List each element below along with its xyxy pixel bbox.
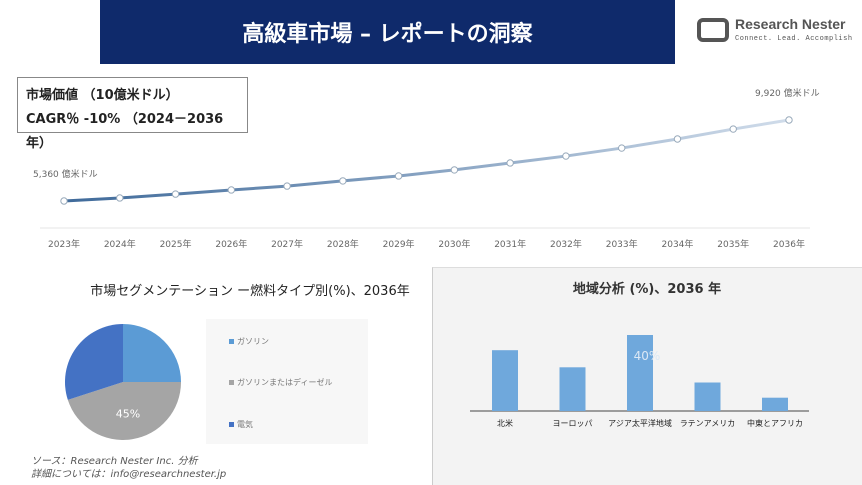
legend-label: 電気 <box>237 420 253 429</box>
x-tick-label: 2025年 <box>160 238 192 250</box>
logo-mark-icon <box>697 18 729 42</box>
x-tick-label: 2028年 <box>327 238 359 250</box>
legend-swatch <box>229 380 234 385</box>
x-tick-label: 2030年 <box>438 238 470 250</box>
data-point <box>673 135 682 143</box>
report-title: 高級車市場 – レポートの洞察 <box>242 22 533 47</box>
value-line <box>63 118 790 203</box>
market-value-line-chart: 2023年 2024年 2025年 2026年 2027年 2028年 2029年 2030年… <box>33 87 820 250</box>
data-point <box>562 152 570 160</box>
legend-swatch <box>229 339 234 344</box>
x-tick-label: 2031年 <box>494 238 526 250</box>
legend-label: ガソリン <box>237 337 269 346</box>
data-point <box>116 194 124 202</box>
bar-title: 地域分析 (%)、2036 年 <box>572 282 722 297</box>
x-tick-label: 2023年 <box>48 238 80 250</box>
legend-label: ガソリンまたはディーゼル <box>237 378 333 387</box>
data-point <box>506 159 514 167</box>
x-tick-label: 2026年 <box>215 238 247 250</box>
x-tick-label: 2027年 <box>271 238 303 250</box>
x-tick-label: 2036年 <box>773 238 805 250</box>
data-point <box>450 166 459 174</box>
data-point <box>785 116 793 124</box>
data-point <box>339 177 347 185</box>
market-value-label: 市場価値 （10億米ドル） <box>26 88 179 103</box>
research-nester-logo: Research Nester Connect. Lead. Accomplis… <box>697 16 857 46</box>
contact-text: 詳細については：info@researchnester.jp <box>31 469 227 480</box>
x-tick-label: 2035年 <box>717 238 749 250</box>
pie-slice <box>67 382 181 440</box>
x-tick-label: 2033年 <box>606 238 638 250</box>
pie-slice <box>65 323 123 400</box>
data-point <box>729 125 737 133</box>
first-value-label: 5,360 億米ドル <box>33 168 98 180</box>
x-tick-label: 2034年 <box>662 238 694 250</box>
pie-title: 市場セグメンテーション ー燃料タイプ別(%)、2036年 <box>90 284 410 299</box>
cagr-label: CAGR％ -10% （2024－2036年） <box>26 112 224 151</box>
data-point <box>227 186 236 194</box>
data-point <box>60 197 68 205</box>
source-text: ソース：Research Nester Inc. 分析 <box>31 456 198 467</box>
logo-name: Research Nester <box>735 16 846 32</box>
market-info-box: 市場価値 （10億米ドル） CAGR％ -10% （2024－2036年） <box>17 77 248 151</box>
pie-slice <box>123 324 181 382</box>
data-point <box>283 182 291 190</box>
data-point <box>171 190 180 198</box>
data-point <box>617 144 626 152</box>
pie-data-label: 45% <box>116 408 140 421</box>
x-tick-label: 2029年 <box>383 238 415 250</box>
pie-legend: ガソリン ガソリンまたはディーゼル 電気 <box>206 319 368 444</box>
legend-swatch <box>229 422 234 427</box>
x-tick-label: 2024年 <box>104 238 136 250</box>
regional-panel <box>432 267 862 485</box>
legend-item-electric: 電気 <box>229 419 253 430</box>
legend-item-gasoline: ガソリン <box>229 336 269 347</box>
last-value-label: 9,920 億米ドル <box>755 87 820 99</box>
source-note: ソース：Research Nester Inc. 分析 詳細については：info… <box>31 455 226 481</box>
report-title-banner: 高級車市場 – レポートの洞察 <box>100 0 675 64</box>
logo-tagline: Connect. Lead. Accomplish <box>735 35 853 43</box>
x-tick-label: 2032年 <box>550 238 582 250</box>
data-point <box>394 172 403 180</box>
legend-item-gasoline-diesel: ガソリンまたはディーゼル <box>229 377 332 388</box>
